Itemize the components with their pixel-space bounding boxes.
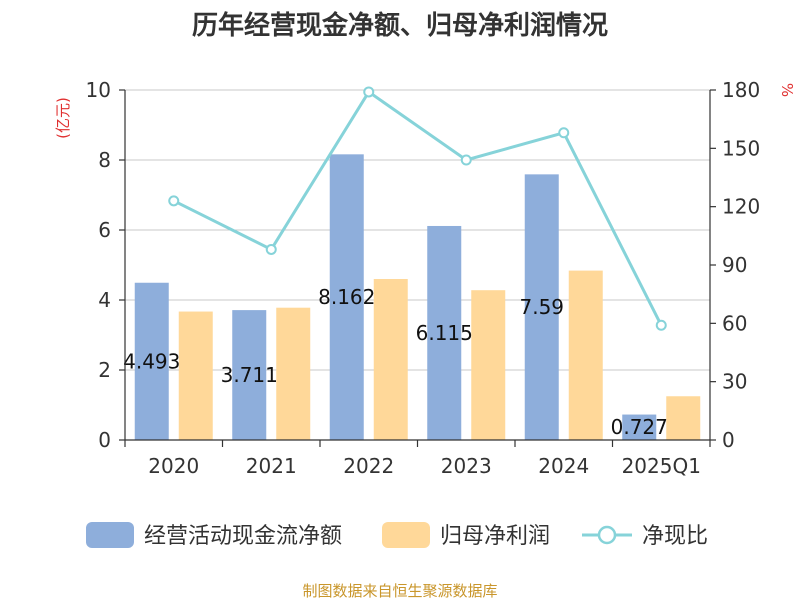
- x-tick-label: 2021: [246, 454, 297, 478]
- legend: 经营活动现金流净额 归母净利润 净现比: [86, 522, 708, 549]
- bar-value-label: 7.59: [519, 295, 564, 319]
- legend-swatch-ratio-marker: [597, 525, 617, 545]
- right-tick-label: 180: [722, 78, 760, 102]
- ratio-line-path: [173, 89, 663, 326]
- profit-bar: [373, 279, 408, 440]
- bar-value-label: 8.162: [318, 285, 375, 309]
- left-tick-label: 4: [98, 288, 111, 312]
- left-tick-label: 6: [98, 218, 111, 242]
- right-tick-label: 90: [722, 253, 747, 277]
- x-tick-label: 2022: [343, 454, 394, 478]
- ratio-point: [363, 86, 375, 98]
- cashflow-bar: [232, 310, 267, 440]
- bars: [134, 154, 701, 440]
- profit-bar: [471, 290, 506, 440]
- source-note: 制图数据来自恒生聚源数据库: [302, 582, 497, 600]
- right-tick-label: 60: [722, 311, 747, 335]
- legend-label-profit: 归母净利润: [440, 524, 550, 549]
- right-tick-label: 150: [722, 136, 760, 160]
- left-tick-label: 2: [98, 358, 111, 382]
- chart-title: 历年经营现金净额、归母净利润情况: [192, 10, 608, 41]
- legend-swatch-profit: [382, 522, 430, 548]
- bar-labels: 4.493 3.711 8.162 6.115 7.59 0.727: [123, 285, 668, 439]
- ratio-line: [168, 86, 667, 331]
- cashflow-bar: [134, 282, 169, 440]
- ratio-point: [558, 127, 570, 139]
- ratio-point: [655, 319, 667, 331]
- x-tick-label: 2025Q1: [622, 454, 701, 478]
- x-tick-label: 2023: [441, 454, 492, 478]
- x-tick-label: 2020: [148, 454, 199, 478]
- bar-value-label: 3.711: [221, 363, 278, 387]
- left-tick-label: 10: [86, 78, 111, 102]
- cashflow-bar: [427, 225, 462, 440]
- cashflow-bar: [329, 154, 364, 440]
- right-tick-label: 120: [722, 195, 760, 219]
- cashflow-bar: [524, 174, 559, 440]
- legend-swatch-cashflow: [86, 522, 134, 548]
- bar-value-label: 0.727: [611, 415, 668, 439]
- right-unit-label: %: [778, 83, 796, 97]
- left-tick-label: 0: [98, 428, 111, 452]
- legend-label-ratio: 净现比: [642, 524, 708, 549]
- ratio-point: [265, 243, 277, 255]
- left-tick-label: 8: [98, 148, 111, 172]
- ratio-point: [168, 195, 180, 207]
- grid: [125, 89, 710, 371]
- ratio-point: [460, 154, 472, 166]
- right-tick-label: 30: [722, 370, 747, 394]
- x-tick-label: 2024: [538, 454, 589, 478]
- profit-bar: [568, 270, 603, 440]
- axes: 0 2 4 6 8 10 0 30 60 90 120 150 180 2020 2021 2022 2023 2…: [86, 78, 761, 478]
- legend-label-cashflow: 经营活动现金流净额: [144, 524, 342, 549]
- profit-bar: [276, 307, 311, 440]
- right-tick-label: 0: [722, 428, 735, 452]
- profit-bar: [178, 311, 213, 440]
- bar-value-label: 4.493: [123, 349, 180, 373]
- profit-bar: [666, 396, 701, 440]
- left-unit-label: (亿元): [54, 97, 72, 139]
- bar-value-label: 6.115: [416, 321, 473, 345]
- cashflow-bar: [622, 414, 657, 440]
